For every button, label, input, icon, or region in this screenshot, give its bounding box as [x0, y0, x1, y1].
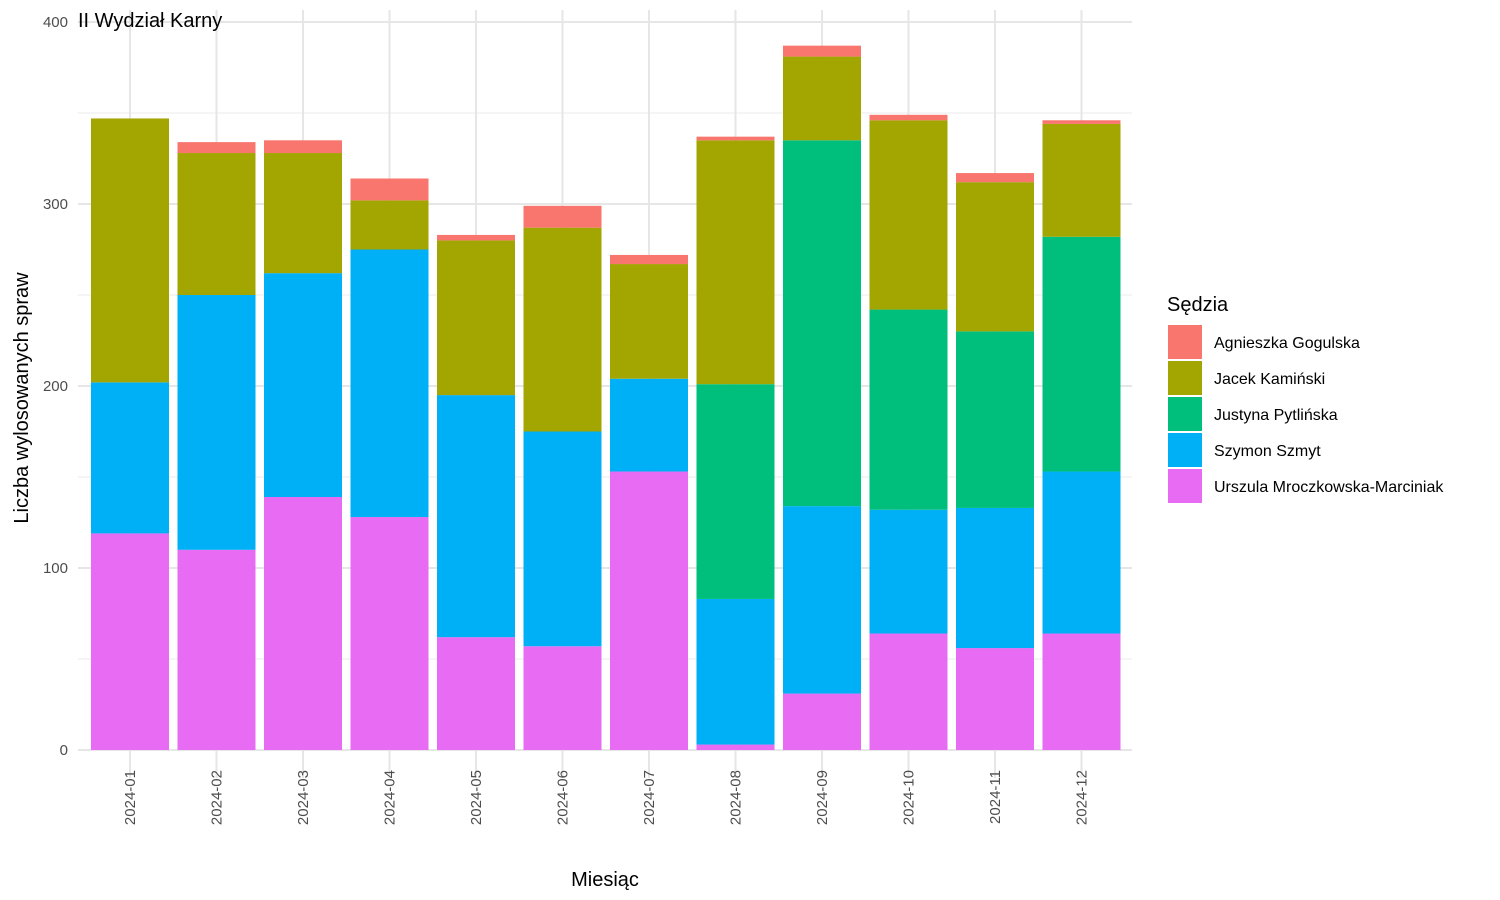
x-tick-label: 2024-11	[987, 770, 1004, 824]
y-tick-label: 200	[43, 378, 68, 395]
bar-segment	[1042, 633, 1121, 750]
x-tick-label: 2024-03	[295, 770, 312, 825]
bar-segment	[610, 378, 688, 472]
legend-label: Justyna Pytlińska	[1214, 407, 1338, 424]
bar-segment	[956, 182, 1034, 332]
x-tick-label: 2024-04	[382, 770, 399, 825]
y-axis-ticks: 0 100 200 300 400	[43, 14, 68, 759]
x-axis-ticks: 2024-01 2024-02 2024-03 2024-04 2024-05 2024-…	[122, 770, 1091, 825]
bar-segment	[869, 633, 948, 750]
bar-segment	[437, 234, 515, 241]
bar-segment	[1042, 236, 1121, 472]
bar-segment	[783, 45, 861, 57]
bar-segment	[350, 200, 429, 250]
bar-segment	[956, 331, 1034, 508]
bar-segment	[869, 114, 948, 121]
bar-segment	[437, 240, 515, 396]
bar-segment	[523, 227, 602, 432]
bar-segment	[350, 249, 429, 518]
bar-segment	[437, 637, 515, 750]
bar-segment	[177, 295, 256, 550]
bar-segment	[91, 382, 169, 534]
legend-label: Urszula Mroczkowska-Marciniak	[1214, 479, 1444, 496]
bar-segment	[610, 471, 688, 750]
y-tick-label: 0	[60, 742, 68, 759]
bar-segment	[350, 517, 429, 750]
y-tick-label: 300	[43, 196, 68, 213]
x-tick-label: 2024-07	[641, 770, 658, 825]
bar-segment	[264, 153, 342, 274]
bar-segment	[696, 744, 775, 750]
bar-segment	[696, 140, 775, 385]
legend-swatch	[1168, 469, 1202, 503]
bar-segment	[523, 431, 602, 647]
bar-segment	[91, 533, 169, 750]
x-tick-label: 2024-02	[209, 770, 226, 825]
bar-segment	[869, 120, 948, 310]
bar-segment	[696, 136, 775, 141]
bar-segment	[956, 173, 1034, 183]
bar-segment	[869, 309, 948, 510]
legend: Sędzia Agnieszka Gogulska Jacek Kamiński J…	[1167, 294, 1444, 503]
bar-segment	[264, 497, 342, 750]
x-tick-label: 2024-09	[814, 770, 831, 825]
chart-title: II Wydział Karny	[78, 10, 222, 32]
bar-segment	[523, 205, 602, 228]
legend-label: Jacek Kamiński	[1214, 371, 1325, 388]
bar-segment	[177, 153, 256, 295]
x-tick-label: 2024-05	[468, 770, 485, 825]
legend-swatch	[1168, 361, 1202, 395]
bar-segment	[177, 142, 256, 154]
bar-segment	[696, 384, 775, 599]
x-tick-label: 2024-12	[1074, 770, 1091, 825]
legend-title: Sędzia	[1167, 294, 1229, 316]
x-tick-label: 2024-06	[555, 770, 572, 825]
y-tick-label: 100	[43, 560, 68, 577]
bar-segment	[91, 118, 169, 383]
bar-segment	[1042, 123, 1121, 237]
bar-segment	[956, 648, 1034, 750]
bar-segment	[610, 264, 688, 379]
legend-swatch	[1168, 325, 1202, 359]
bar-segment	[783, 693, 861, 750]
bar-segment	[610, 254, 688, 265]
bar-segment	[1042, 120, 1121, 124]
legend-swatch	[1168, 433, 1202, 467]
bar-segment	[696, 598, 775, 745]
bar-segment	[783, 56, 861, 141]
legend-label: Agnieszka Gogulska	[1214, 335, 1360, 352]
bars	[91, 45, 1121, 750]
bar-segment	[177, 549, 256, 750]
y-axis-title: Liczba wylosowanych spraw	[11, 272, 33, 524]
x-tick-label: 2024-10	[901, 770, 918, 825]
x-tick-label: 2024-08	[728, 770, 745, 825]
bar-segment	[264, 273, 342, 498]
legend-label: Szymon Szmyt	[1214, 443, 1321, 460]
bar-segment	[264, 140, 342, 154]
y-tick-label: 400	[43, 14, 68, 31]
legend-swatch	[1168, 397, 1202, 431]
bar-segment	[783, 140, 861, 507]
bar-segment	[783, 506, 861, 694]
bar-segment	[956, 507, 1034, 649]
bar-segment	[350, 178, 429, 201]
bar-segment	[437, 395, 515, 638]
bar-segment	[523, 646, 602, 750]
x-axis-title: Miesiąc	[571, 869, 639, 891]
bar-segment	[869, 509, 948, 634]
bar-segment	[1042, 471, 1121, 634]
x-tick-label: 2024-01	[122, 770, 139, 825]
